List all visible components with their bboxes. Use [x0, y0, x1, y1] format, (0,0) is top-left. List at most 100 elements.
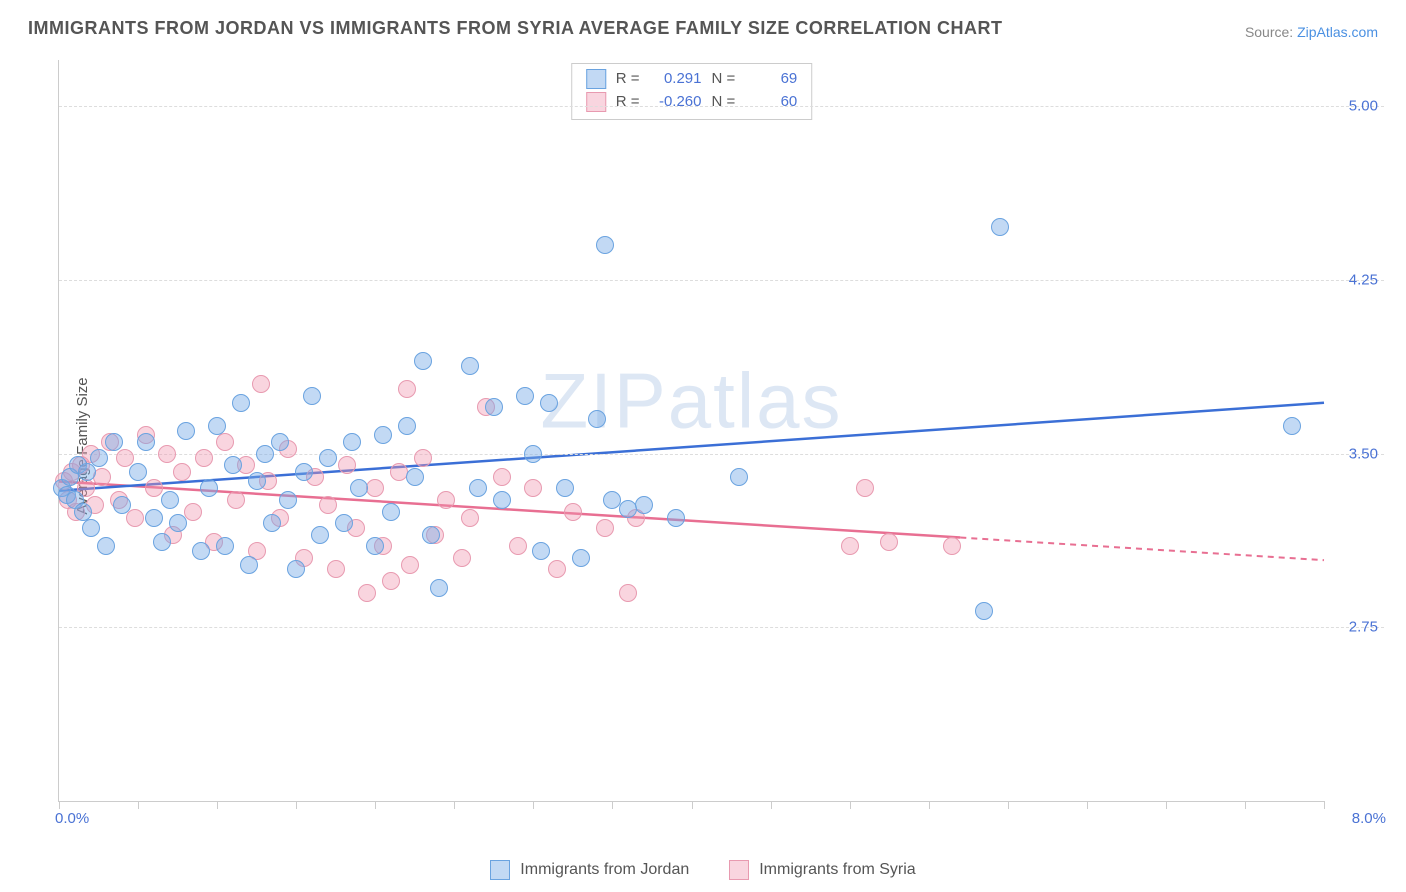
scatter-point-series2 [158, 445, 176, 463]
legend-item-series1: Immigrants from Jordan [490, 860, 689, 880]
scatter-point-series1 [129, 463, 147, 481]
scatter-point-series1 [208, 417, 226, 435]
y-tick-label: 4.25 [1330, 271, 1378, 288]
scatter-point-series1 [137, 433, 155, 451]
x-tick [138, 801, 139, 809]
n-label: N = [712, 68, 736, 91]
scatter-point-series1 [263, 514, 281, 532]
scatter-point-series2 [564, 503, 582, 521]
n-label: N = [712, 91, 736, 114]
y-tick-label: 3.50 [1330, 445, 1378, 462]
x-tick [533, 801, 534, 809]
scatter-point-series1 [105, 433, 123, 451]
scatter-point-series1 [192, 542, 210, 560]
scatter-point-series2 [252, 375, 270, 393]
scatter-point-series1 [461, 357, 479, 375]
scatter-point-series1 [113, 496, 131, 514]
swatch-series2 [586, 92, 606, 112]
source-citation: Source: ZipAtlas.com [1245, 24, 1378, 40]
gridline [59, 627, 1384, 628]
scatter-point-series2 [184, 503, 202, 521]
scatter-point-series2 [841, 537, 859, 555]
scatter-point-series2 [880, 533, 898, 551]
x-tick [375, 801, 376, 809]
scatter-point-series1 [524, 445, 542, 463]
y-tick-label: 5.00 [1330, 98, 1378, 115]
x-tick [692, 801, 693, 809]
scatter-point-series1 [516, 387, 534, 405]
scatter-point-series2 [173, 463, 191, 481]
scatter-point-series1 [248, 472, 266, 490]
scatter-point-series1 [169, 514, 187, 532]
scatter-point-series2 [366, 479, 384, 497]
scatter-point-series2 [524, 479, 542, 497]
x-tick [771, 801, 772, 809]
scatter-point-series1 [161, 491, 179, 509]
scatter-point-series1 [216, 537, 234, 555]
scatter-point-series2 [856, 479, 874, 497]
y-tick-label: 2.75 [1330, 619, 1378, 636]
legend-label-series2: Immigrants from Syria [759, 861, 915, 879]
scatter-point-series1 [422, 526, 440, 544]
scatter-point-series1 [588, 410, 606, 428]
r-value-series2: -0.260 [650, 91, 702, 114]
scatter-point-series2 [461, 509, 479, 527]
chart-title: IMMIGRANTS FROM JORDAN VS IMMIGRANTS FRO… [28, 18, 1003, 39]
scatter-point-series2 [509, 537, 527, 555]
scatter-point-series2 [398, 380, 416, 398]
scatter-point-series1 [350, 479, 368, 497]
scatter-point-series1 [97, 537, 115, 555]
scatter-point-series1 [153, 533, 171, 551]
chart-container: Average Family Size ZIPatlas R = 0.291 N… [58, 60, 1384, 832]
scatter-point-series2 [596, 519, 614, 537]
x-tick [217, 801, 218, 809]
r-label: R = [616, 91, 640, 114]
stats-row-series2: R = -0.260 N = 60 [586, 91, 798, 114]
scatter-point-series1 [177, 422, 195, 440]
scatter-point-series1 [493, 491, 511, 509]
scatter-point-series2 [382, 572, 400, 590]
scatter-point-series1 [430, 579, 448, 597]
scatter-point-series1 [667, 509, 685, 527]
x-tick [1008, 801, 1009, 809]
scatter-point-series2 [414, 449, 432, 467]
scatter-point-series1 [1283, 417, 1301, 435]
scatter-point-series2 [195, 449, 213, 467]
correlation-stats-box: R = 0.291 N = 69 R = -0.260 N = 60 [571, 63, 813, 120]
scatter-point-series1 [271, 433, 289, 451]
x-tick [1324, 801, 1325, 809]
scatter-point-series1 [398, 417, 416, 435]
scatter-point-series2 [227, 491, 245, 509]
scatter-point-series1 [240, 556, 258, 574]
scatter-point-series2 [943, 537, 961, 555]
stats-row-series1: R = 0.291 N = 69 [586, 68, 798, 91]
x-tick [1166, 801, 1167, 809]
x-tick [1245, 801, 1246, 809]
scatter-point-series1 [232, 394, 250, 412]
scatter-point-series2 [548, 560, 566, 578]
legend-label-series1: Immigrants from Jordan [520, 861, 689, 879]
source-link[interactable]: ZipAtlas.com [1297, 24, 1378, 40]
x-tick [929, 801, 930, 809]
scatter-point-series1 [82, 519, 100, 537]
scatter-point-series1 [556, 479, 574, 497]
scatter-point-series1 [540, 394, 558, 412]
scatter-point-series2 [338, 456, 356, 474]
scatter-point-series1 [991, 218, 1009, 236]
scatter-point-series1 [311, 526, 329, 544]
scatter-point-series1 [319, 449, 337, 467]
scatter-point-series2 [327, 560, 345, 578]
scatter-point-series2 [453, 549, 471, 567]
scatter-point-series1 [414, 352, 432, 370]
scatter-point-series1 [406, 468, 424, 486]
scatter-point-series1 [975, 602, 993, 620]
scatter-point-series2 [216, 433, 234, 451]
scatter-point-series1 [374, 426, 392, 444]
x-tick [454, 801, 455, 809]
legend-swatch-series2 [729, 860, 749, 880]
r-value-series1: 0.291 [650, 68, 702, 91]
watermark: ZIPatlas [540, 355, 842, 446]
trend-lines [59, 60, 1324, 801]
scatter-point-series1 [730, 468, 748, 486]
source-label: Source: [1245, 24, 1297, 40]
